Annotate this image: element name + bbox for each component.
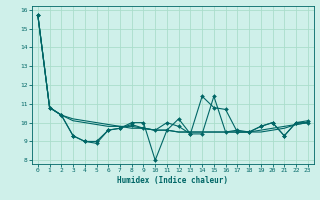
X-axis label: Humidex (Indice chaleur): Humidex (Indice chaleur) [117,176,228,185]
